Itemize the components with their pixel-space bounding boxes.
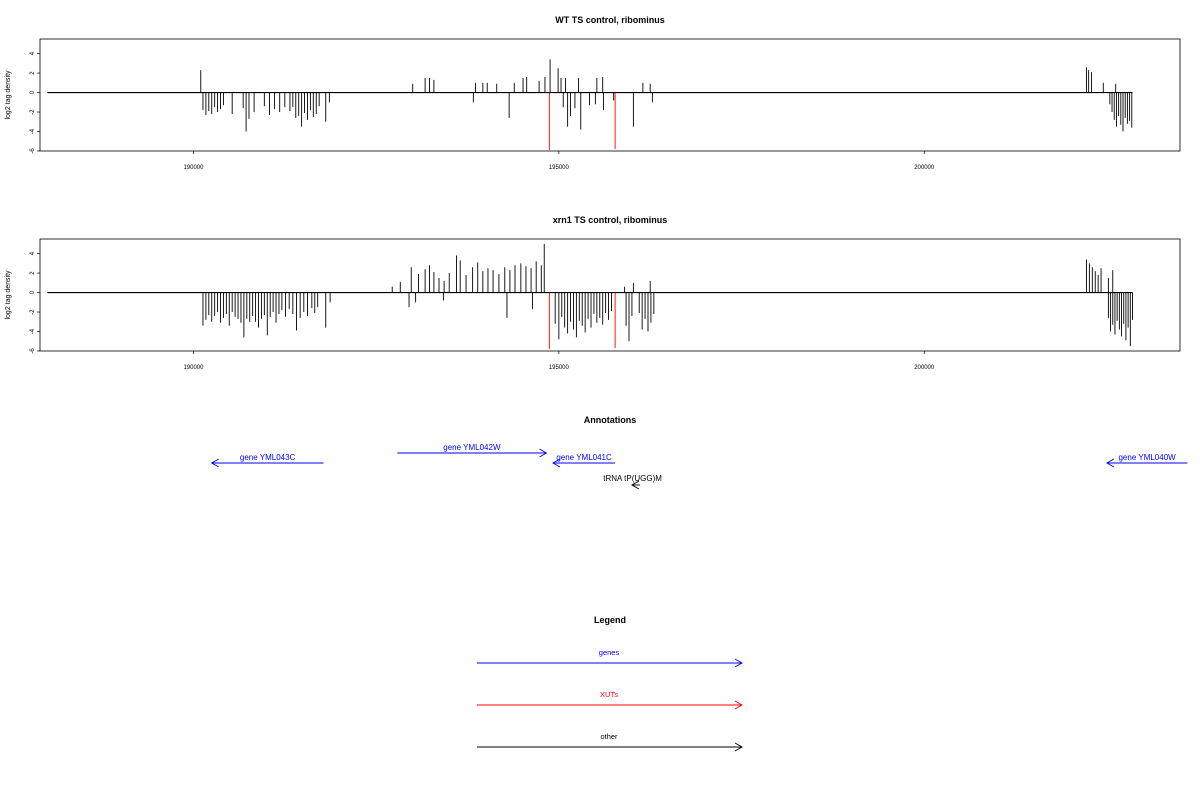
wt-track-panel: WT TS control, ribominus log2 tag densit…: [5, 15, 1181, 171]
wt-track-title: WT TS control, ribominus: [555, 15, 665, 25]
y-tick-label: -4: [30, 128, 36, 134]
feature-label: gene YML041C: [556, 453, 612, 462]
gene-arrow: [552, 458, 616, 468]
gene-arrow: [1106, 458, 1188, 468]
annotations-title: Annotations: [584, 415, 637, 425]
legend-label: genes: [599, 648, 620, 657]
gene-arrow: [210, 458, 324, 468]
xrn1-bars: [47, 243, 1133, 350]
xrn1-y-axis-label: log2 tag density: [5, 270, 12, 320]
gene-arrow: [631, 480, 640, 490]
y-tick-label: 4: [30, 251, 36, 255]
feature-label: gene YML040W: [1118, 453, 1176, 462]
x-tick-label: 190000: [183, 165, 204, 171]
legend-arrow: [477, 742, 743, 752]
legend-items: genes XUTs other: [477, 648, 743, 752]
feature-label: gene YML043C: [240, 453, 296, 462]
y-tick-label: -4: [30, 328, 36, 334]
legend-title: Legend: [594, 615, 626, 625]
y-tick-label: 0: [30, 90, 36, 94]
y-tick-label: 2: [30, 271, 36, 275]
x-tick-label: 200000: [914, 165, 935, 171]
x-tick-label: 190000: [183, 365, 204, 371]
feature-label: gene YML042W: [443, 443, 501, 452]
y-tick-label: -2: [30, 109, 36, 115]
xrn1-track-title: xrn1 TS control, ribominus: [553, 215, 668, 225]
legend-label: XUTs: [600, 690, 618, 699]
wt-plot-frame: [39, 38, 1181, 152]
wt-y-axis-label: log2 tag density: [5, 70, 12, 120]
x-tick-label: 200000: [914, 365, 935, 371]
legend-arrow: [477, 700, 743, 710]
gene-arrow: [397, 448, 548, 458]
y-tick-label: -6: [30, 148, 36, 154]
y-tick-label: 4: [30, 51, 36, 55]
annotation-features: gene YML043C gene YML042W gene YML041C tRNA…: [210, 443, 1188, 490]
y-tick-label: 0: [30, 290, 36, 294]
legend-label: other: [600, 732, 618, 741]
wt-bars: [47, 59, 1133, 151]
y-tick-label: -6: [30, 348, 36, 354]
xrn1-plot-frame: [39, 238, 1181, 352]
legend-panel: Legend genes XUTs other: [477, 615, 743, 752]
xrn1-axis-ticks: -6 -4 -2 0 2 4 190000 195000 200000: [30, 251, 935, 371]
y-tick-label: 2: [30, 71, 36, 75]
y-tick-label: -2: [30, 309, 36, 315]
wt-axis-ticks: -6 -4 -2 0 2 4 190000 195000 200000: [30, 51, 935, 171]
legend-arrow: [477, 658, 743, 668]
xrn1-track-panel: xrn1 TS control, ribominus log2 tag dens…: [5, 215, 1181, 371]
x-tick-label: 195000: [549, 165, 570, 171]
feature-label: tRNA tP(UGG)M: [603, 474, 662, 483]
x-tick-label: 195000: [549, 365, 570, 371]
